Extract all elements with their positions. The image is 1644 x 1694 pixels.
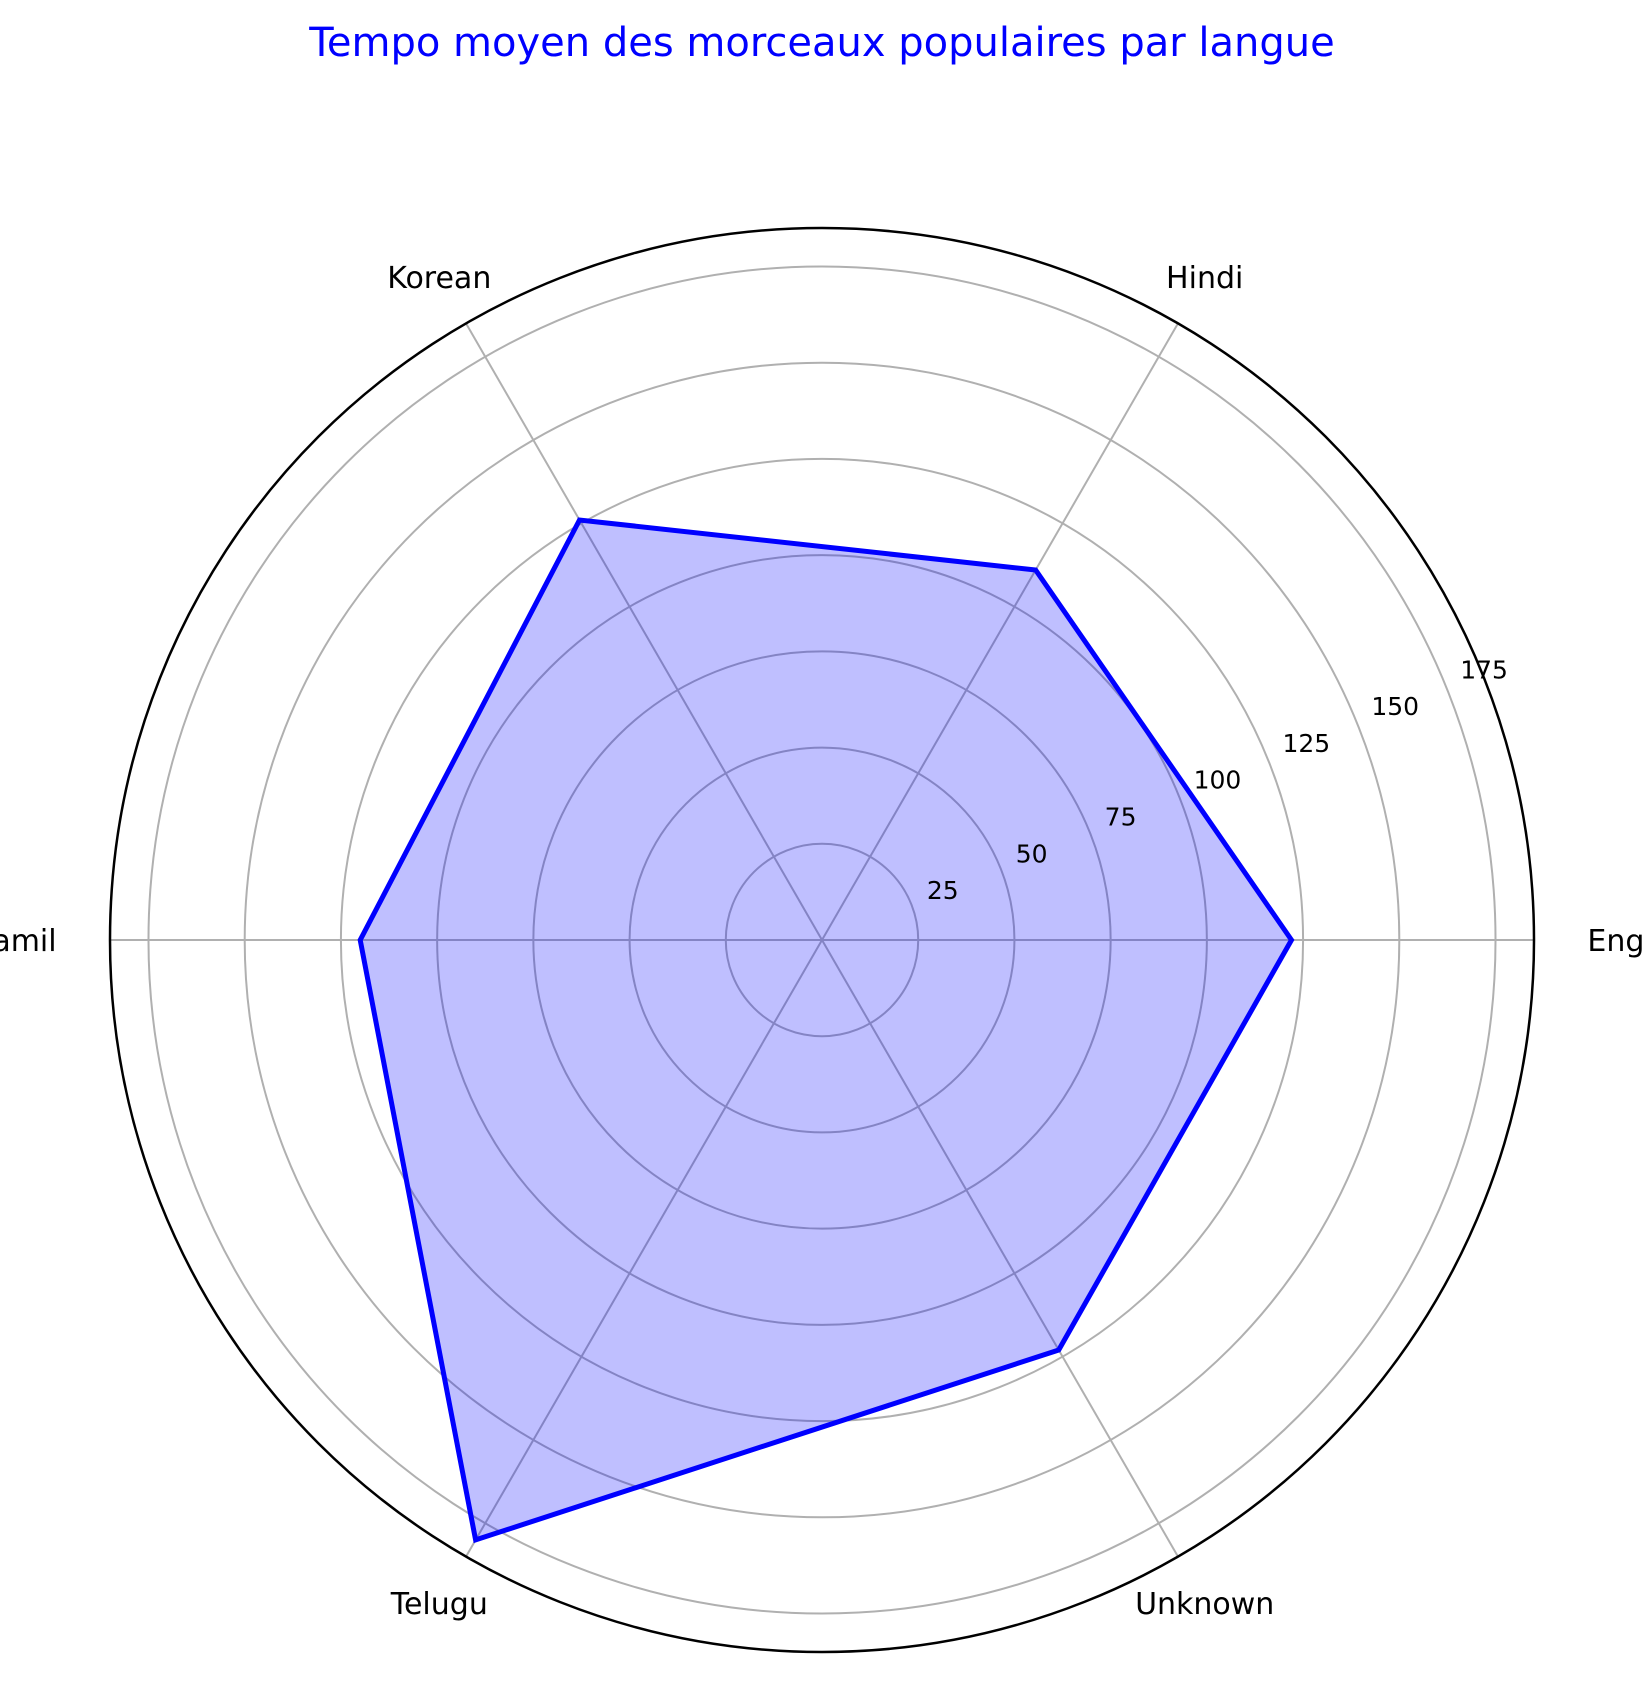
category-label-english: English xyxy=(1587,924,1644,959)
grid-layer xyxy=(108,226,1536,1654)
spoke-telugu xyxy=(465,939,823,1558)
r-tick-label-50: 50 xyxy=(1016,839,1048,868)
r-tick-label-25: 25 xyxy=(927,876,959,905)
data-point-korean xyxy=(579,519,581,521)
data-layer xyxy=(357,517,1295,1544)
r-tick-label-75: 75 xyxy=(1105,803,1137,832)
r-tick-label-100: 100 xyxy=(1194,766,1242,795)
category-label-hindi: Hindi xyxy=(1166,261,1243,296)
outer-frame xyxy=(108,226,1536,1654)
data-point-english xyxy=(1291,939,1293,941)
label-layer: 25 50 75 100 125 150 175 English Hindi Korean Tami… xyxy=(0,261,1644,1622)
data-point-telugu xyxy=(475,1539,477,1541)
series-area xyxy=(360,520,1292,1540)
r-tick-label-175: 175 xyxy=(1460,655,1508,684)
spoke-korean xyxy=(465,322,823,941)
data-point-tamil xyxy=(359,939,361,941)
data-point-unknown xyxy=(1058,1349,1060,1351)
r-tick-label-125: 125 xyxy=(1282,729,1330,758)
category-label-tamil: Tamil xyxy=(0,924,57,959)
category-label-telugu: Telugu xyxy=(390,1587,488,1622)
spoke-unknown xyxy=(821,939,1179,1558)
r-tick-label-150: 150 xyxy=(1371,692,1419,721)
category-label-unknown: Unknown xyxy=(1135,1587,1274,1622)
chart-title: Tempo moyen des morceaux populaires par … xyxy=(309,20,1335,66)
data-point-hindi xyxy=(1035,569,1037,571)
category-label-korean: Korean xyxy=(387,261,491,296)
spoke-hindi xyxy=(821,322,1179,941)
